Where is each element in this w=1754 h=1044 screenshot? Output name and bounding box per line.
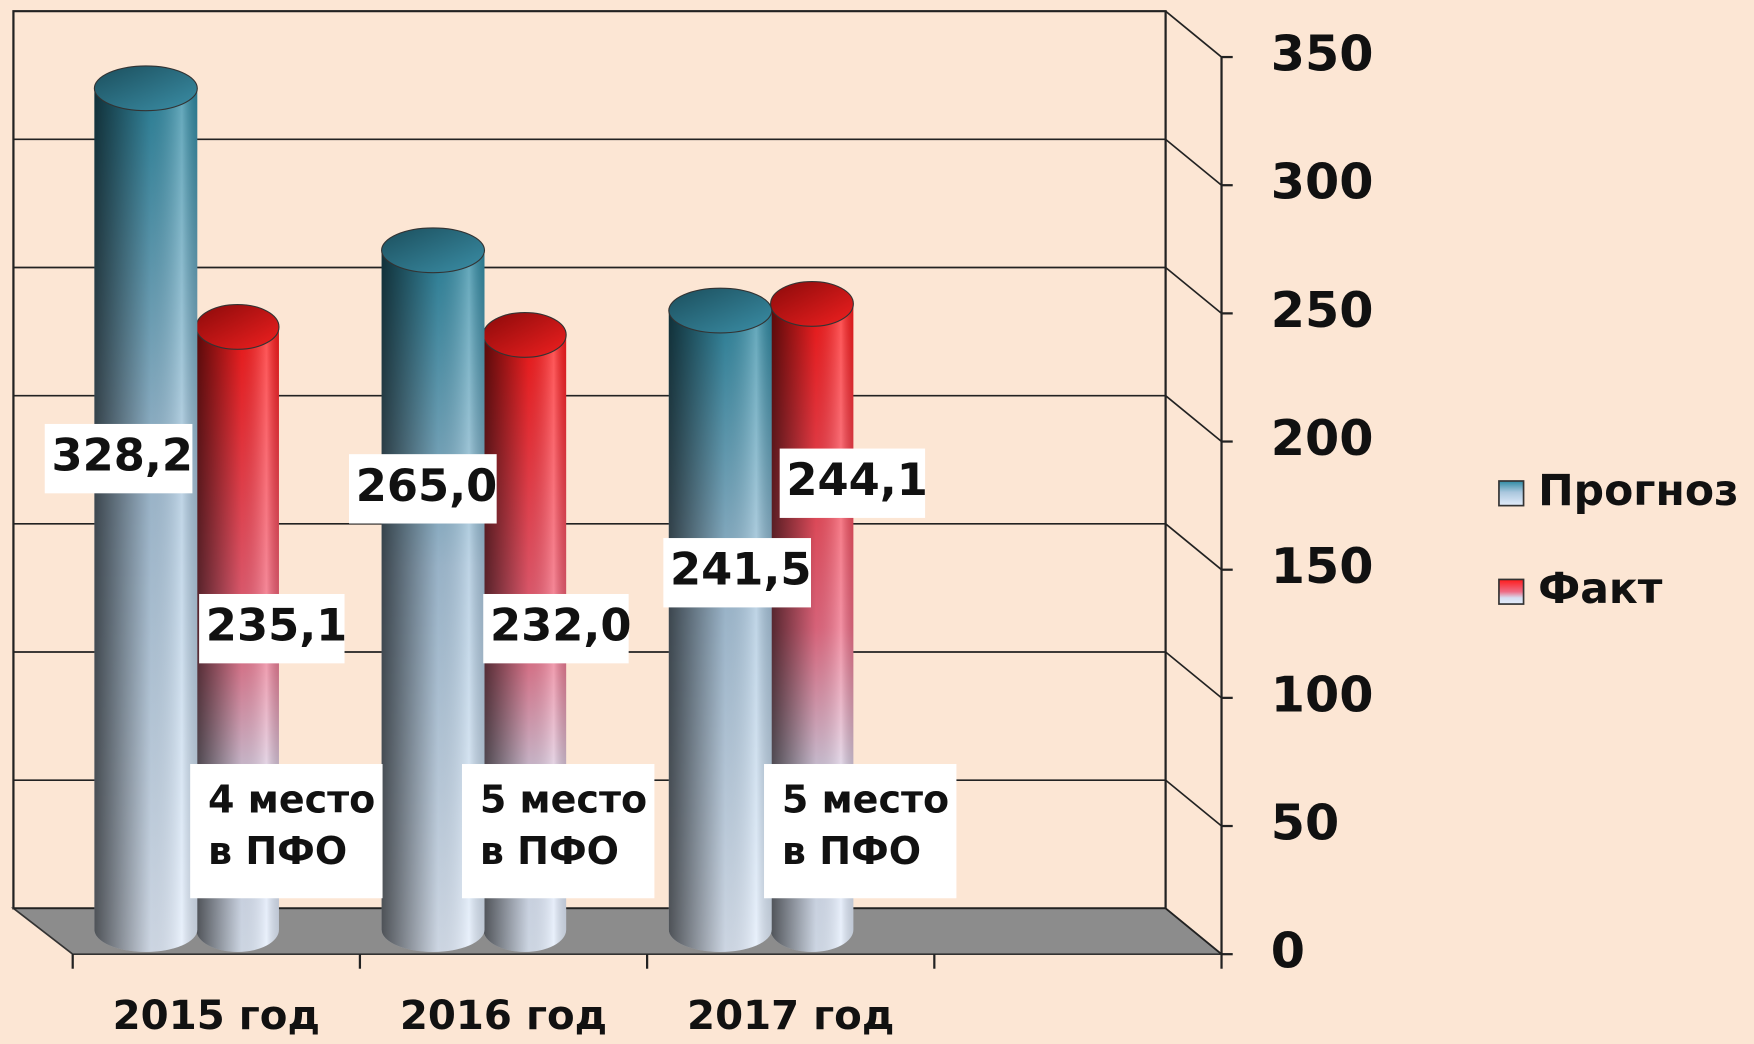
label-box	[779, 448, 926, 518]
legend-label: Факт	[1538, 565, 1663, 614]
cylinder-shade	[668, 310, 772, 952]
legend-swatch	[1498, 578, 1525, 605]
data-label: 265,0	[356, 459, 498, 512]
plot: 0 50 100 150 200 250 300 350 2015 год 2016 год 201…	[10, 10, 1739, 1039]
grid-line	[1165, 651, 1223, 699]
y-tick-label: 100	[1271, 665, 1374, 723]
cylinder-shade	[381, 250, 485, 952]
annotation: 5 место	[480, 778, 647, 822]
grid-line	[1165, 523, 1223, 571]
annotation-box	[764, 764, 957, 899]
grid-line	[1165, 907, 1223, 955]
cylinder-shade	[94, 88, 198, 952]
cylinder-top	[668, 287, 773, 334]
cylinder-top	[482, 311, 567, 358]
label-box	[349, 454, 497, 524]
grid-line	[1165, 395, 1223, 443]
grid-line	[1165, 779, 1223, 827]
label-box	[663, 538, 811, 608]
data-label: 241,5	[670, 543, 812, 596]
cylinder-top	[770, 280, 854, 327]
annotation: 4 место	[208, 778, 375, 822]
grid-line	[1165, 138, 1223, 186]
label-box	[44, 423, 193, 494]
annotation-box	[461, 764, 655, 899]
grid-line	[1165, 10, 1223, 58]
legend-swatch	[1498, 480, 1525, 507]
annotation: в ПФО	[782, 829, 921, 873]
data-label: 232,0	[490, 599, 632, 652]
y-tick-label: 200	[1271, 409, 1374, 467]
cylinder-top	[381, 227, 486, 274]
cylinder-top	[195, 304, 280, 350]
data-label: 235,1	[206, 599, 347, 652]
y-tick-label: 50	[1271, 794, 1339, 852]
cylinder-top	[93, 65, 198, 112]
data-label: 244,1	[786, 453, 927, 506]
y-tick-label: 350	[1271, 25, 1374, 83]
y-tick-label: 300	[1271, 153, 1374, 211]
x-tick-label: 2017 год	[687, 993, 894, 1039]
y-tick-label: 150	[1271, 537, 1374, 595]
annotation-box	[190, 764, 383, 899]
y-tick-label: 250	[1271, 281, 1374, 339]
grid-line	[1165, 266, 1223, 315]
annotation: в ПФО	[208, 829, 347, 873]
data-label: 328,2	[51, 429, 193, 482]
x-tick-label: 2015 год	[113, 993, 320, 1039]
y-tick-label: 0	[1271, 922, 1305, 980]
x-tick-label: 2016 год	[400, 993, 607, 1039]
annotation: в ПФО	[480, 829, 619, 873]
label-box	[199, 593, 345, 664]
label-box	[483, 593, 629, 664]
legend-label: Прогноз	[1538, 467, 1739, 516]
annotation: 5 место	[782, 778, 949, 822]
